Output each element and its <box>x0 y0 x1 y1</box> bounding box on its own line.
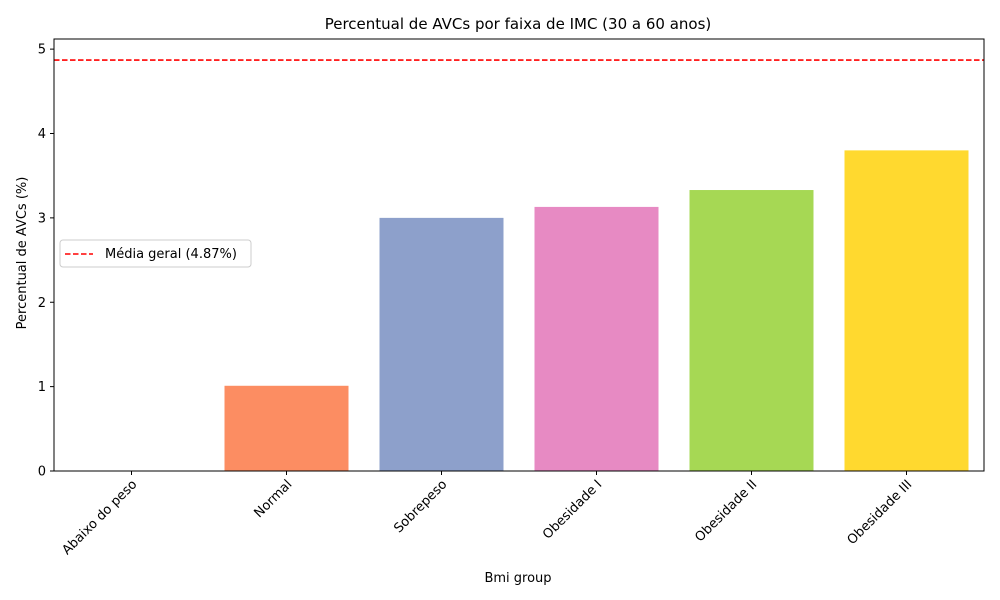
y-tick-label: 5 <box>38 43 46 58</box>
y-tick-label: 1 <box>38 380 46 395</box>
legend-box <box>59 239 252 268</box>
plot-area: 0 1 2 3 4 5 Abaixo do peso Normal Sobrepeso Obesi… <box>38 38 985 558</box>
x-axis-label: Bmi group <box>484 571 551 586</box>
x-tick-label: Normal <box>251 477 295 521</box>
axes-frame <box>53 38 985 472</box>
legend-entry-label: Média geral (4.87%) <box>105 247 237 262</box>
chart-title: Percentual de AVCs por faixa de IMC (30 … <box>325 15 712 33</box>
bar <box>379 217 504 471</box>
y-tick-label: 2 <box>38 296 46 311</box>
bar <box>224 385 349 471</box>
bar <box>534 206 659 471</box>
x-tick-label: Obesidade I <box>540 477 605 542</box>
x-tick-label: Obesidade II <box>692 477 760 545</box>
bar <box>844 150 969 471</box>
y-axis-label: Percentual de AVCs (%) <box>15 177 30 330</box>
legend: Média geral (4.87%) <box>59 239 252 268</box>
x-tick-label: Abaixo do peso <box>59 477 140 558</box>
y-tick-label: 3 <box>38 211 46 226</box>
x-tick-label: Obesidade III <box>845 477 916 548</box>
y-tick-label: 0 <box>38 465 46 480</box>
bar <box>689 190 814 471</box>
x-tick-label: Sobrepeso <box>391 477 450 536</box>
y-tick-label: 4 <box>38 127 46 142</box>
